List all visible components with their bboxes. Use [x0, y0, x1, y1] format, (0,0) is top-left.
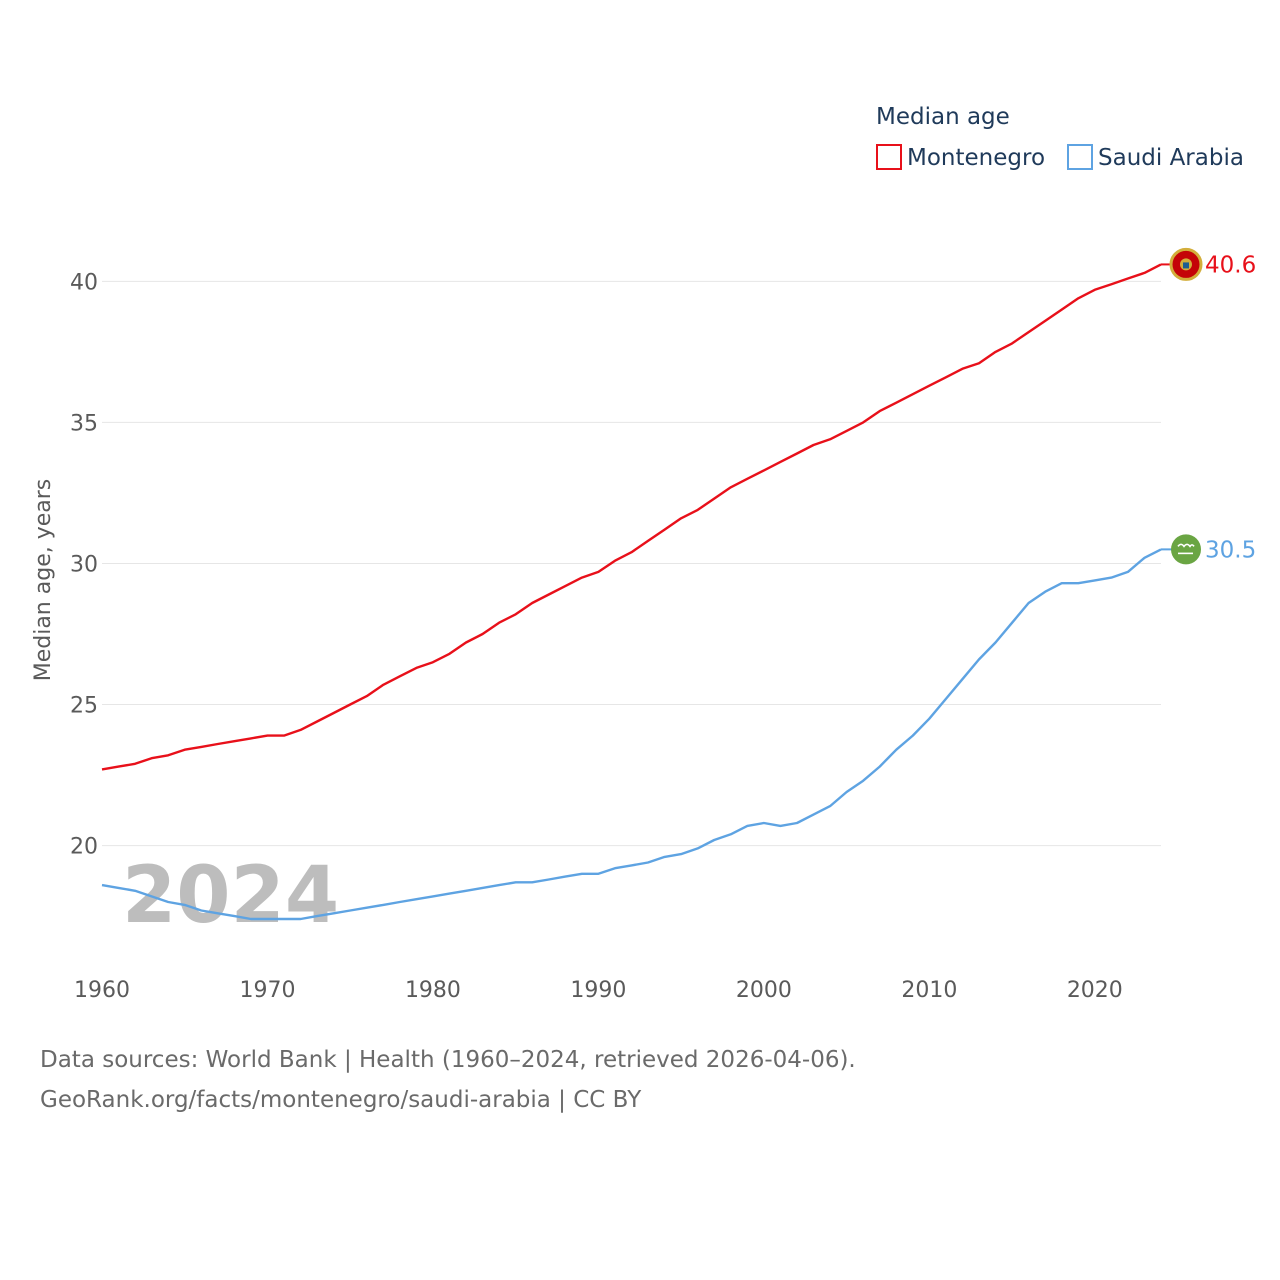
gridlines: [102, 280, 1161, 847]
y-tick-label-20: 20: [70, 835, 98, 860]
x-axis-ticks: 1960 1970 1980 1990 2000 2010 2020: [74, 978, 1123, 1003]
legend-item-saudi-arabia[interactable]: Saudi Arabia: [1067, 144, 1244, 171]
y-tick-label-25: 25: [70, 694, 98, 719]
end-value-label-montenegro: 40.6: [1205, 252, 1256, 278]
x-tick-label-1970: 1970: [239, 978, 295, 1003]
attribution-line[interactable]: GeoRank.org/facts/montenegro/saudi-arabi…: [40, 1087, 642, 1113]
x-tick-label-2020: 2020: [1067, 978, 1123, 1003]
footer-source: Data sources: World Bank | Health (1960–…: [40, 1040, 1240, 1120]
series-line-saudi-arabia[interactable]: [101, 548, 1162, 921]
saudi-arabia-flag-icon: [1171, 534, 1201, 565]
legend-label-montenegro: Montenegro: [907, 145, 1045, 171]
source-line: Data sources: World Bank | Health (1960–…: [40, 1047, 856, 1073]
legend-item-montenegro[interactable]: Montenegro: [876, 144, 1045, 171]
y-tick-label-40: 40: [70, 270, 98, 295]
y-axis-ticks: 20 25 30 35 40: [70, 270, 98, 859]
y-axis-title: Median age, years: [31, 479, 56, 682]
montenegro-flag-icon: [1169, 247, 1203, 281]
legend: Median age Montenegro Saudi Arabia: [876, 104, 1244, 171]
series-line-montenegro[interactable]: [101, 263, 1162, 771]
legend-label-saudi-arabia: Saudi Arabia: [1098, 145, 1244, 171]
x-tick-label-1990: 1990: [570, 978, 626, 1003]
y-tick-label-35: 35: [70, 411, 98, 436]
legend-title: Median age: [876, 104, 1010, 130]
x-tick-label-2000: 2000: [736, 978, 792, 1003]
x-tick-label-1960: 1960: [74, 978, 130, 1003]
legend-swatch-montenegro: [876, 144, 902, 170]
x-tick-label-2010: 2010: [901, 978, 957, 1003]
y-tick-label-30: 30: [70, 552, 98, 577]
year-watermark: 2024: [122, 851, 339, 941]
series-lines: [101, 263, 1162, 921]
end-value-label-saudi-arabia: 30.5: [1205, 537, 1256, 563]
series-end-markers: 40.6 30.5: [1161, 247, 1256, 565]
x-tick-label-1980: 1980: [405, 978, 461, 1003]
legend-swatch-saudi-arabia: [1067, 144, 1093, 170]
